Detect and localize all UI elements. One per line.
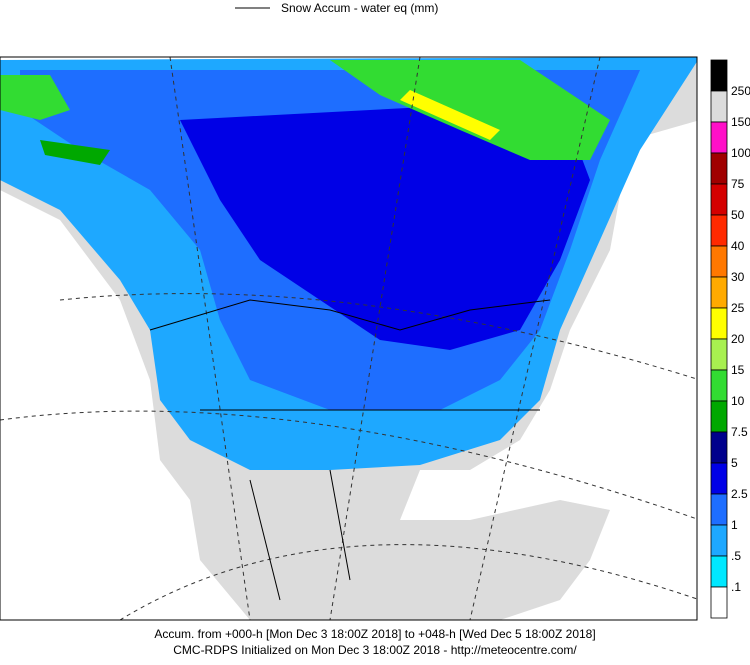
- legend-label: 10: [731, 394, 745, 408]
- legend-label: 1: [731, 518, 738, 532]
- legend-swatch: [710, 338, 728, 371]
- legend-label: 7.5: [731, 425, 748, 439]
- legend-swatch: [710, 214, 728, 247]
- legend-label: 30: [731, 270, 745, 284]
- legend-label: 50: [731, 208, 745, 222]
- graticule: [0, 57, 697, 620]
- legend-swatch: [710, 276, 728, 309]
- legend-swatch: [710, 400, 728, 433]
- legend-label: 40: [731, 239, 745, 253]
- legend-label: 150: [731, 115, 750, 129]
- legend-swatch: [710, 524, 728, 557]
- map-frame: [0, 56, 698, 621]
- legend-label: .1: [731, 580, 741, 594]
- legend-swatch: [710, 493, 728, 526]
- legend-label: .5: [731, 549, 741, 563]
- legend-swatch: [710, 183, 728, 216]
- legend-label: 15: [731, 363, 745, 377]
- legend-swatch: [710, 369, 728, 402]
- snow-green-alaska: [0, 75, 70, 120]
- footer-line-1: Accum. from +000-h [Mon Dec 3 18:00Z 201…: [154, 627, 595, 641]
- legend-label: 20: [731, 332, 745, 346]
- legend-label: 250: [731, 84, 750, 98]
- legend-swatch: [710, 121, 728, 154]
- legend-swatch: [710, 90, 728, 123]
- legend-swatch: [710, 245, 728, 278]
- color-legend: 250 150 100 75 50 40 30 25 20 15 10 7.5 5 2.5 1 .5 .1: [710, 59, 750, 619]
- map-area: [0, 56, 698, 621]
- legend-label: 25: [731, 301, 745, 315]
- legend-label: 5: [731, 456, 738, 470]
- legend-swatch: [710, 152, 728, 185]
- legend-swatch: [710, 431, 728, 464]
- legend-swatch: [710, 586, 728, 619]
- borders: [149, 299, 551, 601]
- map-title: Snow Accum - water eq (mm): [281, 1, 438, 15]
- legend-swatch: [710, 307, 728, 340]
- footer-line-2: CMC-RDPS Initialized on Mon Dec 3 18:00Z…: [173, 643, 577, 657]
- legend-swatch: [710, 462, 728, 495]
- snow-darkgreen: [40, 140, 110, 165]
- legend-label: 2.5: [731, 487, 748, 501]
- snow-yellow: [400, 90, 500, 140]
- snow-green: [330, 60, 610, 160]
- legend-label: 75: [731, 177, 745, 191]
- legend-label: 100: [731, 146, 750, 160]
- legend-swatch: [710, 59, 728, 92]
- snow-heavy: [180, 100, 590, 350]
- legend-swatch: [710, 555, 728, 588]
